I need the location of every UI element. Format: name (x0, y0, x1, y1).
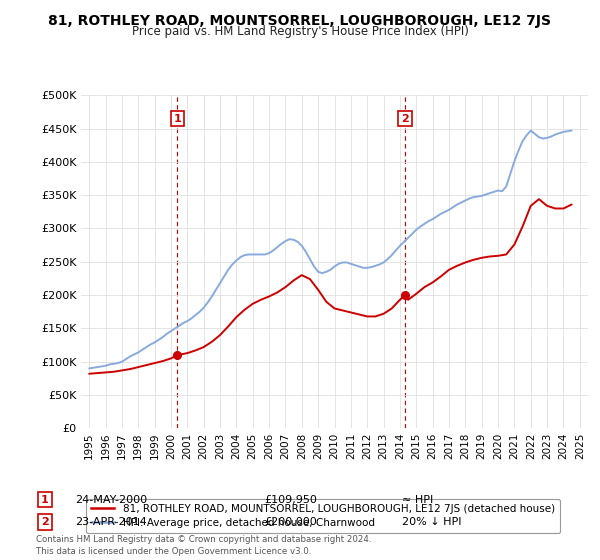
Text: £109,950: £109,950 (264, 494, 317, 505)
Text: £200,000: £200,000 (264, 517, 317, 527)
Text: 81, ROTHLEY ROAD, MOUNTSORREL, LOUGHBOROUGH, LE12 7JS: 81, ROTHLEY ROAD, MOUNTSORREL, LOUGHBORO… (49, 14, 551, 28)
Text: 1: 1 (41, 494, 49, 505)
Text: Price paid vs. HM Land Registry's House Price Index (HPI): Price paid vs. HM Land Registry's House … (131, 25, 469, 38)
Text: 20% ↓ HPI: 20% ↓ HPI (402, 517, 461, 527)
Text: 23-APR-2014: 23-APR-2014 (75, 517, 147, 527)
Legend: 81, ROTHLEY ROAD, MOUNTSORREL, LOUGHBOROUGH, LE12 7JS (detached house), HPI: Ave: 81, ROTHLEY ROAD, MOUNTSORREL, LOUGHBORO… (86, 498, 560, 533)
Text: Contains HM Land Registry data © Crown copyright and database right 2024.
This d: Contains HM Land Registry data © Crown c… (36, 535, 371, 556)
Text: 24-MAY-2000: 24-MAY-2000 (75, 494, 147, 505)
Text: 2: 2 (401, 114, 409, 124)
Text: ≈ HPI: ≈ HPI (402, 494, 433, 505)
Text: 1: 1 (173, 114, 181, 124)
Text: 2: 2 (41, 517, 49, 527)
